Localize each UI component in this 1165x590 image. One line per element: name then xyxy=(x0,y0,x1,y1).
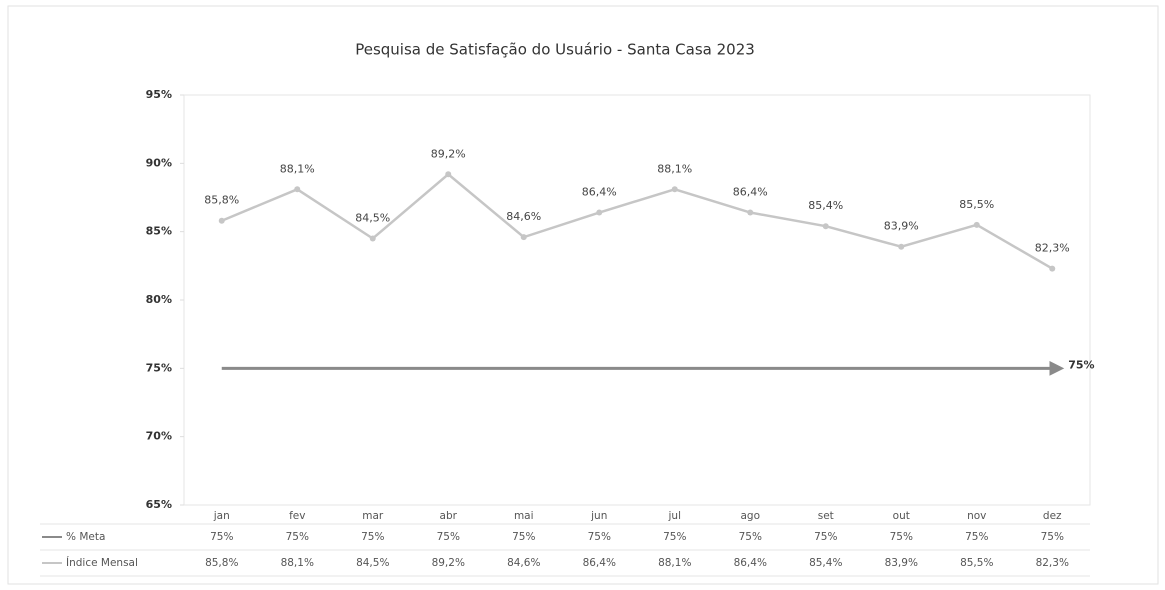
x-tick-label: dez xyxy=(1043,510,1062,522)
table-value: 83,9% xyxy=(885,557,918,569)
x-tick-label: mai xyxy=(514,510,534,522)
data-label: 84,5% xyxy=(355,212,390,225)
table-value: 75% xyxy=(361,531,384,543)
data-label: 82,3% xyxy=(1035,242,1070,255)
point xyxy=(294,186,301,193)
x-tick-label: out xyxy=(893,510,910,522)
x-tick-label: jul xyxy=(668,510,682,522)
x-tick-label: mar xyxy=(362,510,384,522)
table-value: 75% xyxy=(437,531,460,543)
point xyxy=(596,209,603,216)
table-value: 82,3% xyxy=(1036,557,1069,569)
table-value: 75% xyxy=(210,531,233,543)
table-value: 86,4% xyxy=(734,557,767,569)
x-tick-label: jun xyxy=(590,510,607,522)
table-value: 84,6% xyxy=(507,557,540,569)
data-label: 88,1% xyxy=(657,162,692,175)
table-value: 85,8% xyxy=(205,557,238,569)
series-line xyxy=(221,172,1053,270)
x-tick-label: nov xyxy=(967,510,986,522)
y-tick-label: 70% xyxy=(146,430,172,443)
table-value: 75% xyxy=(739,531,762,543)
data-label: 84,6% xyxy=(506,210,541,223)
table-value: 86,4% xyxy=(583,557,616,569)
point xyxy=(822,223,829,230)
table-value: 85,4% xyxy=(809,557,842,569)
table-value: 88,1% xyxy=(658,557,691,569)
table-value: 85,5% xyxy=(960,557,993,569)
y-tick-label: 80% xyxy=(146,293,172,306)
data-label: 83,9% xyxy=(884,220,919,233)
table-value: 75% xyxy=(663,531,686,543)
y-tick-label: 85% xyxy=(146,225,172,238)
plot-border xyxy=(183,94,1091,506)
data-label: 85,8% xyxy=(204,194,239,207)
point xyxy=(218,217,225,224)
table-value: 75% xyxy=(1041,531,1064,543)
data-label: 88,1% xyxy=(280,162,315,175)
chart-border xyxy=(7,5,1159,585)
point xyxy=(1049,265,1056,272)
y-tick-label: 90% xyxy=(146,156,172,169)
table-value: 88,1% xyxy=(281,557,314,569)
table-value: 84,5% xyxy=(356,557,389,569)
y-tick-label: 95% xyxy=(146,88,172,101)
data-label: 86,4% xyxy=(582,186,617,199)
x-tick-label: jan xyxy=(213,510,230,522)
legend-label: Índice Mensal xyxy=(66,556,138,569)
data-label: 85,5% xyxy=(959,198,994,211)
data-label: 85,4% xyxy=(808,199,843,212)
legend-label: % Meta xyxy=(66,531,105,543)
table-value: 75% xyxy=(814,531,837,543)
data-label: 75% xyxy=(1068,358,1094,371)
chart-title: Pesquisa de Satisfação do Usuário - Sant… xyxy=(355,41,755,59)
x-tick-label: abr xyxy=(440,510,458,522)
data-label: 86,4% xyxy=(733,186,768,199)
table-value: 75% xyxy=(588,531,611,543)
x-tick-label: fev xyxy=(289,510,305,522)
x-tick-label: ago xyxy=(740,510,760,522)
point xyxy=(747,209,754,216)
point xyxy=(671,186,678,193)
table-value: 75% xyxy=(890,531,913,543)
data-label: 89,2% xyxy=(431,147,466,160)
table-value: 75% xyxy=(286,531,309,543)
table-value: 75% xyxy=(512,531,535,543)
point xyxy=(520,234,527,241)
point xyxy=(898,243,905,250)
point xyxy=(445,171,452,178)
point xyxy=(369,235,376,242)
y-tick-label: 65% xyxy=(146,498,172,511)
y-tick-label: 75% xyxy=(146,361,172,374)
x-tick-label: set xyxy=(818,510,834,522)
table-value: 89,2% xyxy=(432,557,465,569)
point xyxy=(973,221,980,228)
table-value: 75% xyxy=(965,531,988,543)
